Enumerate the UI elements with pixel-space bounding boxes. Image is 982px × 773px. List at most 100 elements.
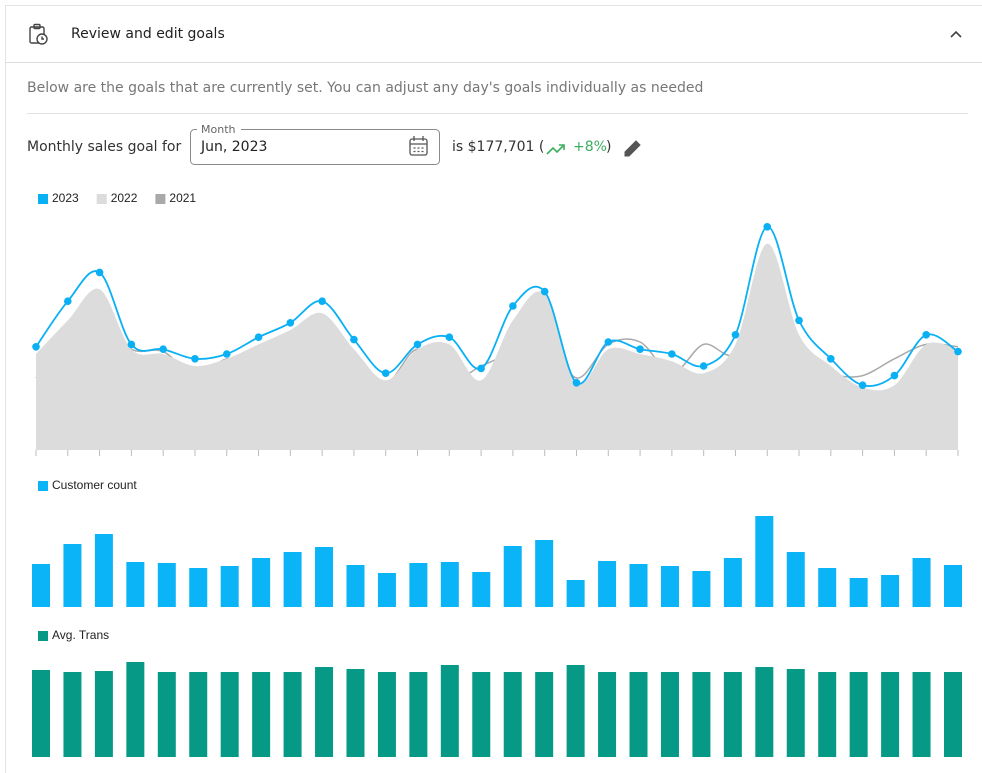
point: [222, 350, 231, 358]
bar: [723, 558, 742, 607]
bar: [189, 568, 208, 607]
bar: [63, 672, 82, 757]
bar: [755, 516, 774, 607]
legend-swatch: [38, 194, 48, 204]
bar: [32, 564, 50, 607]
point: [668, 350, 676, 358]
bar: [566, 580, 585, 607]
bar: [818, 672, 837, 757]
point: [922, 331, 931, 339]
bar: [252, 672, 271, 757]
bar: [346, 565, 365, 607]
bar: [786, 552, 805, 607]
goal-close: ): [606, 139, 611, 155]
bar: [315, 547, 334, 607]
field-value: Jun, 2023: [200, 139, 267, 155]
bar: [157, 563, 176, 607]
legend-label: 2021: [169, 191, 196, 205]
bar: [472, 572, 491, 607]
point: [159, 345, 167, 354]
point: [445, 333, 454, 342]
goal-prefix: Monthly sales goal for: [27, 139, 181, 155]
bar: [472, 672, 491, 757]
bar: [849, 578, 868, 607]
month-field[interactable]: Month Jun, 2023: [190, 123, 440, 165]
point: [381, 369, 390, 378]
bar: [535, 540, 554, 607]
edit-pencil[interactable]: [624, 140, 641, 157]
point: [954, 347, 962, 356]
description: Below are the goals that are currently s…: [27, 80, 703, 96]
bar: [346, 669, 365, 757]
bar: [755, 667, 774, 757]
collapse-chevron[interactable]: [950, 30, 962, 38]
bar: [126, 562, 145, 607]
goal-amount: is $177,701 (: [452, 139, 544, 155]
bar: [409, 563, 428, 607]
point: [63, 297, 72, 306]
bar: [818, 568, 837, 607]
area: [36, 243, 958, 450]
point: [350, 335, 358, 344]
bar: [692, 571, 711, 607]
bar: [377, 672, 396, 757]
point: [890, 371, 899, 380]
bar: [944, 672, 962, 757]
bar: [660, 672, 679, 757]
bar: [315, 667, 334, 757]
bar: [566, 665, 585, 757]
legend-swatch: [38, 631, 48, 641]
legend-label: 2023: [52, 191, 79, 205]
bar: [598, 672, 617, 757]
bar: [94, 534, 113, 607]
point: [572, 379, 581, 387]
bar: [629, 672, 648, 757]
point: [32, 343, 40, 351]
point: [477, 364, 485, 373]
point: [413, 340, 422, 349]
bar: [944, 565, 962, 607]
goal-change: +8%: [573, 139, 607, 155]
point: [731, 331, 740, 339]
bar: [881, 672, 900, 757]
bar: [503, 546, 522, 607]
bar: [63, 544, 82, 607]
bar: [32, 670, 50, 757]
point: [858, 381, 867, 390]
point: [95, 268, 104, 277]
point: [318, 297, 326, 306]
legend-swatch: [155, 194, 166, 204]
point: [699, 362, 708, 370]
bar: [283, 552, 302, 607]
point: [509, 302, 517, 310]
point: [604, 338, 613, 346]
point: [827, 355, 835, 363]
bar: [440, 562, 459, 607]
bar: [503, 672, 522, 757]
bar: [252, 558, 271, 607]
clipboard-icon: [29, 23, 48, 45]
legend-label: Avg. Trans: [52, 628, 109, 642]
legend-swatch: [38, 481, 48, 491]
legend-label: Customer count: [52, 478, 137, 492]
bar: [535, 672, 554, 757]
bar: [377, 573, 396, 607]
trend-icon: [546, 144, 565, 155]
bar: [94, 671, 113, 757]
bar: [660, 566, 679, 607]
calendar-icon[interactable]: [409, 136, 428, 156]
bar: [283, 672, 302, 757]
bar: [881, 575, 900, 607]
bar: [692, 672, 711, 757]
point: [540, 287, 549, 296]
bar: [598, 561, 617, 607]
point: [191, 355, 199, 363]
bar: [786, 669, 805, 757]
bar: [629, 564, 648, 607]
legend-label: 2022: [111, 191, 138, 205]
header-title: Review and edit goals: [71, 26, 225, 42]
point: [254, 333, 263, 342]
bar: [126, 662, 145, 757]
